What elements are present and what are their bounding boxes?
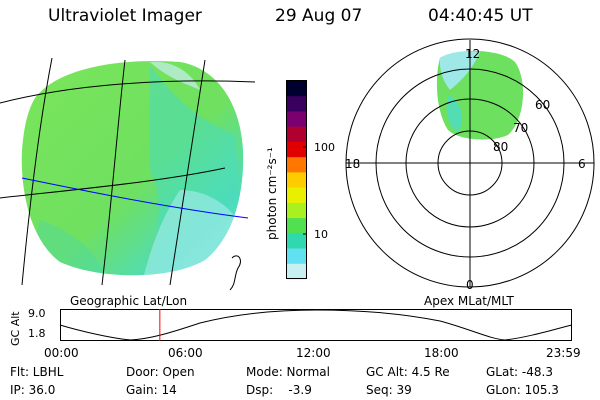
time-label: 04:40:45 UT [428, 6, 533, 26]
timeline-ylabel: GC Alt [9, 311, 22, 346]
colorbar-stripe [287, 263, 306, 280]
highlight-latitude-line [21, 177, 249, 219]
colorbar-stripe [287, 187, 306, 204]
colorbar-stripe [287, 202, 306, 219]
param-dsp: Dsp: -3.9 [246, 383, 312, 397]
colorbar-stripe [287, 126, 306, 143]
altitude-curve [59, 309, 573, 341]
instrument-title: Ultraviolet Imager [48, 6, 202, 26]
colorbar-unit-label: photon cm⁻²s⁻¹ [265, 147, 279, 240]
colorbar [286, 80, 307, 280]
param-seq: Seq: 39 [366, 383, 412, 397]
param-flt: Flt: LBHL [10, 365, 64, 379]
param-ip: IP: 36.0 [10, 383, 56, 397]
param-door: Door: Open [126, 365, 195, 379]
param-gain: Gain: 14 [126, 383, 177, 397]
param-glon: GLon: 105.3 [486, 383, 559, 397]
mlt-label-6: 6 [578, 157, 586, 171]
apex-caption: Apex MLat/MLT [424, 294, 514, 308]
lat-lon-grid [0, 57, 256, 286]
param-gc-alt: GC Alt: 4.5 Re [366, 365, 450, 379]
mlat-label-80: 80 [493, 140, 509, 154]
param-glat: GLat: -48.3 [486, 365, 553, 379]
date-label: 29 Aug 07 [275, 6, 363, 26]
timeline-xtick-1: 06:00 [168, 346, 203, 360]
colorbar-tick-10: 10 [314, 228, 328, 241]
timeline-xtick-2: 12:00 [296, 346, 331, 360]
mlt-label-0: 0 [466, 278, 474, 292]
timeline-xtick-4: 23:59 [546, 346, 581, 360]
colorbar-stripe [287, 218, 306, 234]
polar-aurora [436, 50, 524, 140]
colorbar-stripe [287, 81, 306, 97]
colorbar-stripe [287, 96, 306, 112]
timeline-ymax: 9.0 [28, 307, 46, 320]
timeline-xtick-0: 00:00 [44, 346, 79, 360]
timeline-ymin: 1.8 [28, 327, 46, 340]
colorbar-stripe [287, 111, 306, 128]
colorbar-stripe [287, 141, 306, 158]
altitude-timeline [59, 309, 573, 341]
mlt-label-18: 18 [345, 157, 361, 171]
colorbar-tick-100: 100 [314, 141, 335, 154]
geographic-caption: Geographic Lat/Lon [70, 294, 188, 308]
geographic-map [0, 57, 256, 291]
mlat-label-70: 70 [513, 121, 529, 135]
param-mode: Mode: Normal [246, 365, 330, 379]
coastline [229, 255, 241, 291]
polar-grid [345, 38, 595, 288]
polar-map [345, 38, 595, 288]
mlt-label-12: 12 [465, 47, 481, 61]
colorbar-stripes [287, 81, 306, 280]
colorbar-stripe [287, 157, 306, 173]
colorbar-stripe [287, 233, 306, 250]
timeline-xtick-3: 18:00 [424, 346, 459, 360]
colorbar-stripe [287, 248, 306, 265]
colorbar-stripe [287, 172, 306, 189]
mlat-label-60: 60 [535, 98, 551, 112]
